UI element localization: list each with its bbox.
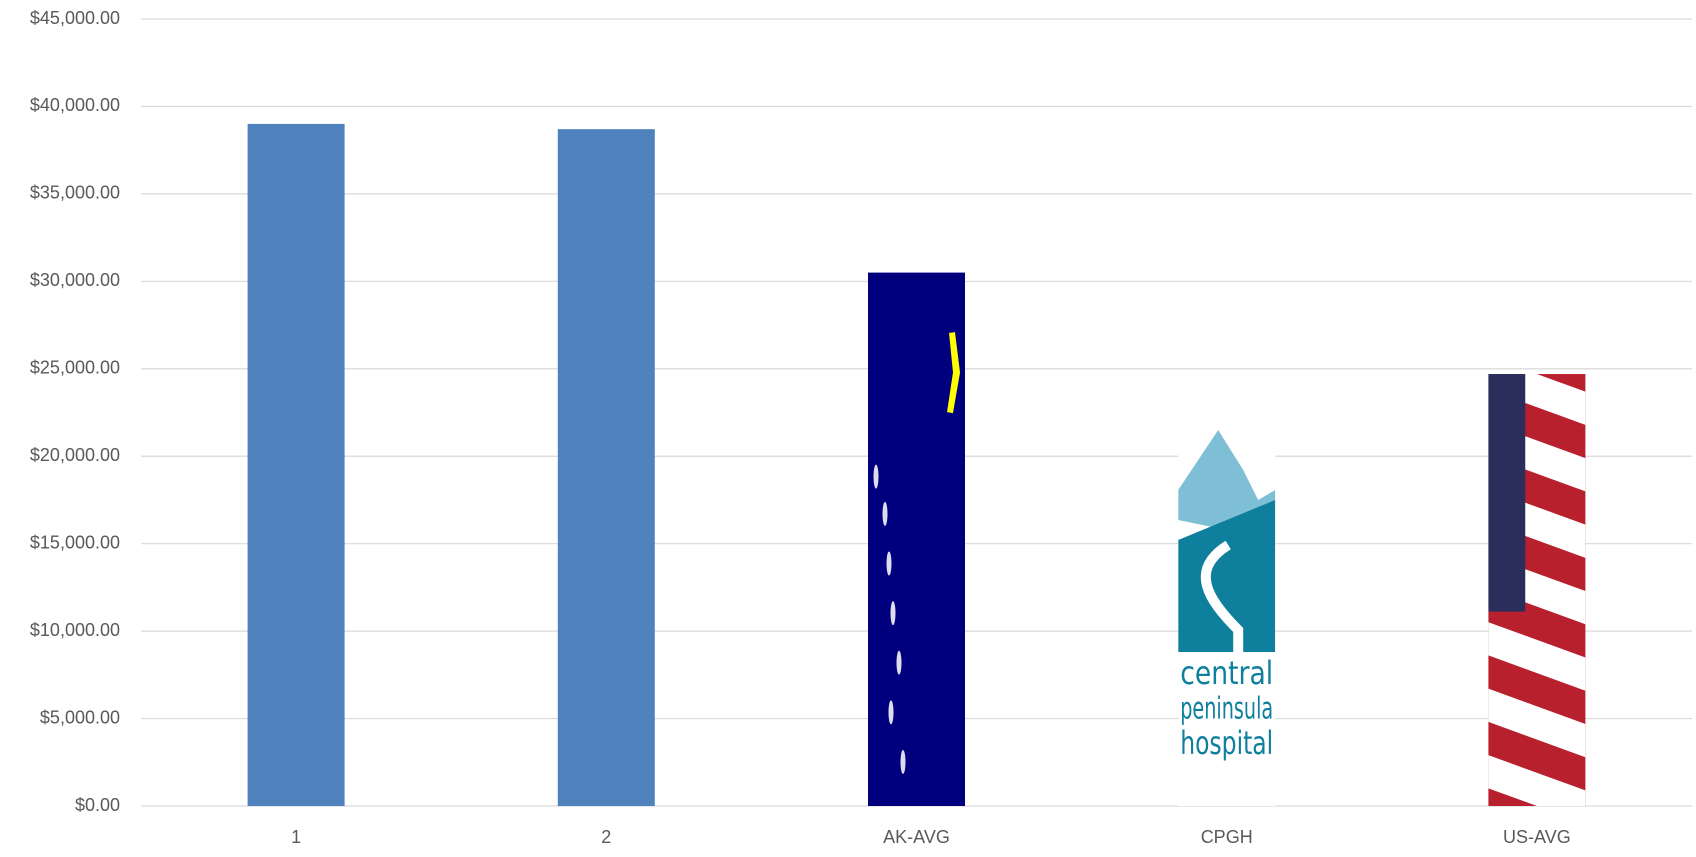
bar-image bbox=[1488, 374, 1586, 806]
logo-text: peninsula bbox=[1180, 691, 1273, 726]
bar bbox=[247, 123, 345, 806]
stripe bbox=[1488, 755, 1586, 806]
y-tick-label: $25,000.00 bbox=[30, 358, 120, 378]
y-tick-label: $10,000.00 bbox=[30, 620, 120, 640]
bar-image bbox=[873, 332, 961, 774]
y-tick-label: $0.00 bbox=[75, 795, 120, 815]
x-tick-label: AK-AVG bbox=[883, 827, 950, 847]
stripe bbox=[1488, 688, 1586, 758]
star bbox=[873, 464, 879, 489]
big-star bbox=[947, 332, 961, 414]
star bbox=[890, 601, 896, 626]
river-line bbox=[1200, 540, 1244, 652]
star bbox=[882, 501, 888, 526]
logo-text: hospital bbox=[1180, 724, 1273, 762]
y-tick-label: $45,000.00 bbox=[30, 8, 120, 28]
star bbox=[888, 700, 894, 725]
canton bbox=[1488, 374, 1526, 612]
stripe bbox=[1488, 622, 1586, 691]
x-tick-label: 1 bbox=[291, 827, 301, 847]
bar bbox=[868, 272, 965, 807]
y-tick-label: $5,000.00 bbox=[40, 707, 120, 727]
y-tick-label: $40,000.00 bbox=[30, 95, 120, 115]
x-tick-label: CPGH bbox=[1201, 827, 1253, 847]
logo-text: central bbox=[1180, 654, 1273, 692]
star bbox=[886, 551, 892, 576]
y-tick-label: $20,000.00 bbox=[30, 445, 120, 465]
stripe bbox=[1488, 374, 1586, 425]
x-tick-label: 2 bbox=[601, 827, 611, 847]
star bbox=[900, 749, 906, 774]
y-tick-label: $15,000.00 bbox=[30, 532, 120, 552]
y-tick-label: $30,000.00 bbox=[30, 270, 120, 290]
bar bbox=[557, 129, 655, 806]
y-tick-label: $35,000.00 bbox=[30, 183, 120, 203]
river bbox=[1178, 499, 1276, 652]
x-tick-label: US-AVG bbox=[1503, 827, 1571, 847]
star bbox=[896, 650, 902, 675]
